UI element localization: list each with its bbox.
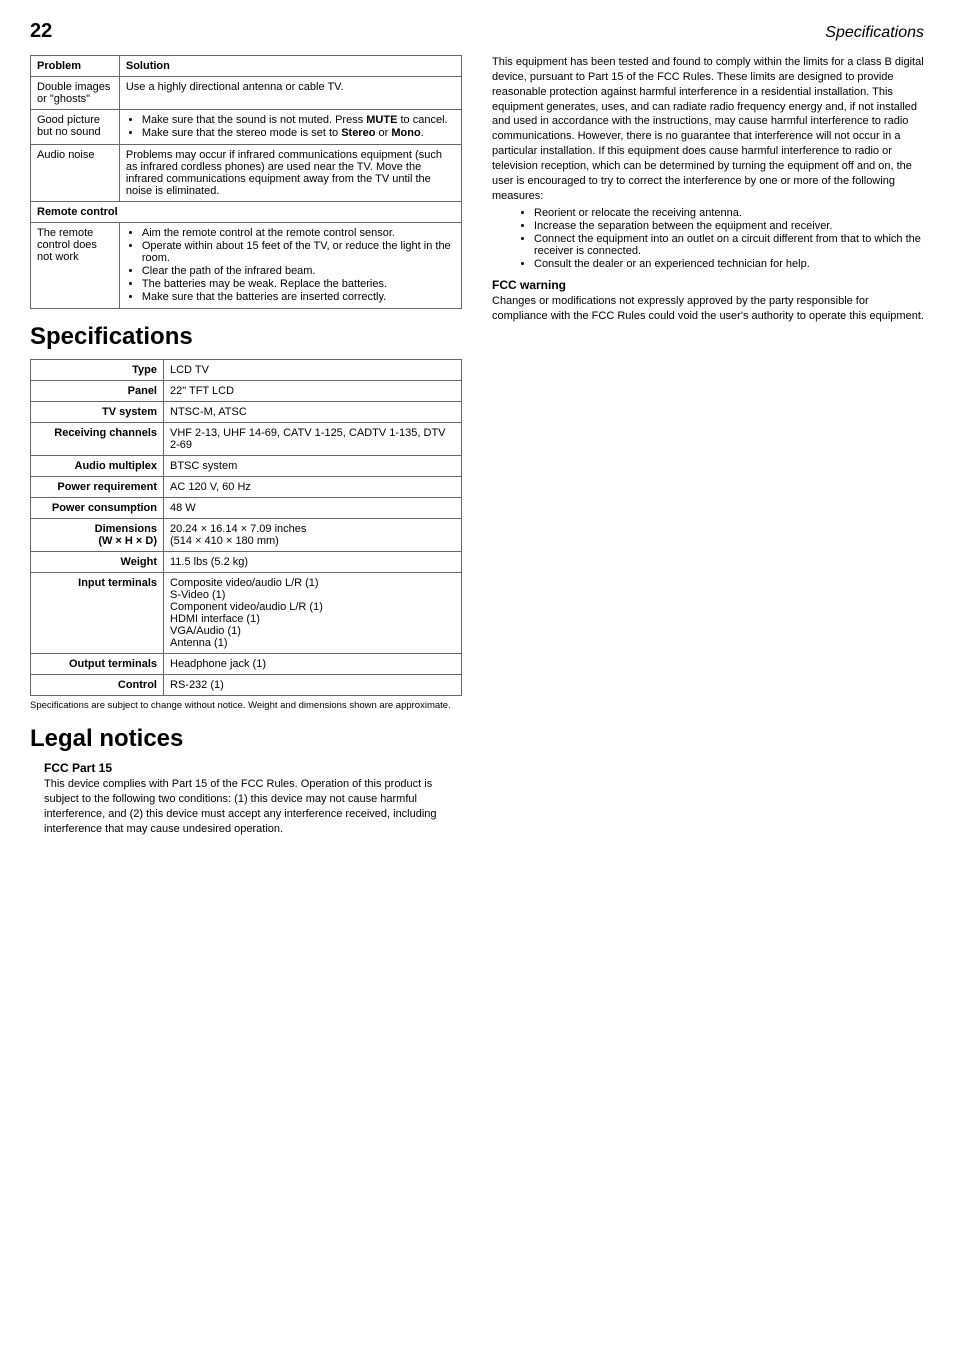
- spec-label: Power consumption: [31, 498, 164, 519]
- problem-cell: Good picture but no sound: [31, 110, 120, 145]
- category-label: Remote control: [31, 202, 462, 223]
- table-row: Panel22" TFT LCD: [31, 381, 462, 402]
- spec-value: AC 120 V, 60 Hz: [164, 477, 462, 498]
- spec-value: Headphone jack (1): [164, 654, 462, 675]
- solution-cell: Use a highly directional antenna or cabl…: [119, 77, 461, 110]
- spec-label: Input terminals: [31, 573, 164, 654]
- solution-cell: Aim the remote control at the remote con…: [119, 223, 461, 309]
- specifications-table: TypeLCD TV Panel22" TFT LCD TV systemNTS…: [30, 359, 462, 696]
- spec-label: Type: [31, 360, 164, 381]
- legal-heading: Legal notices: [30, 725, 462, 753]
- table-row: Audio multiplexBTSC system: [31, 456, 462, 477]
- problem-cell: Audio noise: [31, 145, 120, 202]
- spec-value: Composite video/audio L/R (1) S-Video (1…: [164, 573, 462, 654]
- table-row: TypeLCD TV: [31, 360, 462, 381]
- problem-cell: The remote control does not work: [31, 223, 120, 309]
- fcc-measure-bullet: Consult the dealer or an experienced tec…: [534, 258, 924, 270]
- specifications-heading: Specifications: [30, 323, 462, 351]
- fcc-classb-body: This equipment has been tested and found…: [492, 55, 924, 203]
- col-header-solution: Solution: [119, 56, 461, 77]
- table-row: TV systemNTSC-M, ATSC: [31, 402, 462, 423]
- problem-cell: Double images or "ghosts": [31, 77, 120, 110]
- solution-bullet: Clear the path of the infrared beam.: [142, 265, 455, 277]
- solution-bullet: Make sure that the stereo mode is set to…: [142, 127, 455, 139]
- spec-label: Output terminals: [31, 654, 164, 675]
- spec-value: BTSC system: [164, 456, 462, 477]
- table-row: Double images or "ghosts" Use a highly d…: [31, 77, 462, 110]
- spec-label: TV system: [31, 402, 164, 423]
- spec-label: Control: [31, 675, 164, 696]
- page-header: 22 Specifications: [30, 20, 924, 43]
- spec-value: 22" TFT LCD: [164, 381, 462, 402]
- solution-cell: Problems may occur if infrared communica…: [119, 145, 461, 202]
- spec-label: Audio multiplex: [31, 456, 164, 477]
- specifications-footnote: Specifications are subject to change wit…: [30, 700, 462, 711]
- table-row: Dimensions (W × H × D)20.24 × 16.14 × 7.…: [31, 519, 462, 552]
- spec-label: Weight: [31, 552, 164, 573]
- table-row: ControlRS-232 (1): [31, 675, 462, 696]
- table-row: Power consumption48 W: [31, 498, 462, 519]
- spec-value: 48 W: [164, 498, 462, 519]
- fcc-measure-bullet: Increase the separation between the equi…: [534, 220, 924, 232]
- solution-bullet: Aim the remote control at the remote con…: [142, 227, 455, 239]
- header-section-label: Specifications: [825, 24, 924, 42]
- fcc-measure-bullet: Connect the equipment into an outlet on …: [534, 233, 924, 257]
- table-row: Output terminalsHeadphone jack (1): [31, 654, 462, 675]
- col-header-problem: Problem: [31, 56, 120, 77]
- solution-bullet: Make sure that the batteries are inserte…: [142, 291, 455, 303]
- fcc-warning-body: Changes or modifications not expressly a…: [492, 294, 924, 324]
- solution-bullet: Make sure that the sound is not muted. P…: [142, 114, 455, 126]
- fcc-measure-bullet: Reorient or relocate the receiving anten…: [534, 207, 924, 219]
- fcc-part15-heading: FCC Part 15: [44, 761, 462, 775]
- fcc-part15-body: This device complies with Part 15 of the…: [44, 777, 462, 836]
- category-row: Remote control: [31, 202, 462, 223]
- solution-bullet: Operate within about 15 feet of the TV, …: [142, 240, 455, 264]
- spec-value: VHF 2-13, UHF 14-69, CATV 1-125, CADTV 1…: [164, 423, 462, 456]
- solution-bullet: The batteries may be weak. Replace the b…: [142, 278, 455, 290]
- table-row: Receiving channelsVHF 2-13, UHF 14-69, C…: [31, 423, 462, 456]
- spec-label: Power requirement: [31, 477, 164, 498]
- table-row: Good picture but no sound Make sure that…: [31, 110, 462, 145]
- spec-value: LCD TV: [164, 360, 462, 381]
- spec-value: NTSC-M, ATSC: [164, 402, 462, 423]
- spec-value: RS-232 (1): [164, 675, 462, 696]
- table-row: The remote control does not work Aim the…: [31, 223, 462, 309]
- table-row: Weight11.5 lbs (5.2 kg): [31, 552, 462, 573]
- solution-cell: Make sure that the sound is not muted. P…: [119, 110, 461, 145]
- spec-label: Receiving channels: [31, 423, 164, 456]
- troubleshooting-table: Problem Solution Double images or "ghost…: [30, 55, 462, 309]
- spec-value: 11.5 lbs (5.2 kg): [164, 552, 462, 573]
- table-row: Input terminalsComposite video/audio L/R…: [31, 573, 462, 654]
- spec-value: 20.24 × 16.14 × 7.09 inches (514 × 410 ×…: [164, 519, 462, 552]
- fcc-warning-heading: FCC warning: [492, 278, 924, 292]
- table-row: Audio noise Problems may occur if infrar…: [31, 145, 462, 202]
- spec-label: Dimensions (W × H × D): [31, 519, 164, 552]
- page-number: 22: [30, 20, 52, 43]
- spec-label: Panel: [31, 381, 164, 402]
- table-row: Power requirementAC 120 V, 60 Hz: [31, 477, 462, 498]
